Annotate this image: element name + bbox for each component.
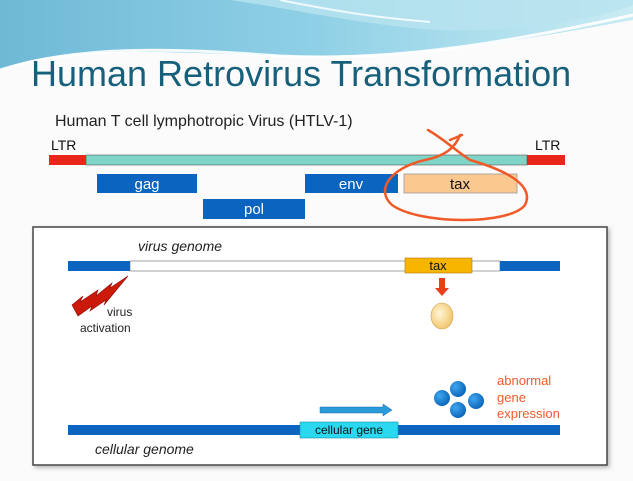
transcription-arrow-icon [319,403,393,417]
abnormal-line2: gene [497,390,526,405]
tax-protein [430,302,454,330]
gene-tax-label: tax [450,176,471,193]
viral-tax-label: tax [429,258,447,273]
ltr-right-label: LTR [535,137,560,153]
gene-env [305,174,398,193]
subtitle: Human T cell lymphotropic Virus (HTLV-1) [55,113,353,130]
cellular-gene-label: cellular gene [315,423,383,437]
virus-genome-label: virus genome [138,238,222,254]
provirus-body [85,154,528,166]
down-arrow-icon [435,278,449,296]
cellular-genome-label: cellular genome [95,441,194,457]
abnormal-line3: expression [497,406,560,421]
virus-activation-line2: activation [80,321,131,335]
gene-gag-label: gag [134,176,159,193]
ltr-left-label: LTR [51,137,76,153]
viral-tax-gene [404,257,473,274]
gene-pol [203,199,305,219]
gene-env-label: env [339,176,364,193]
slide-title: Human Retrovirus Transformation [31,53,571,94]
abnormal-line1: abnormal [497,373,551,388]
virus-activation-line1: virus [107,305,132,319]
header-swoosh [0,0,633,72]
virus-genome-line: tax [68,257,560,274]
cellular-genome-line: cellular gene [68,421,560,439]
protein-cluster [434,381,484,418]
cellular-gene [299,421,399,439]
lightning-bolt-icon [71,275,129,317]
ltr-left [49,155,86,165]
tax-circle-annotation [383,128,529,222]
gene-pol-label: pol [244,201,264,218]
provirus-map: LTR LTR gag pol env tax [49,137,565,219]
ltr-right [527,155,565,165]
gene-tax [403,173,518,194]
gene-gag [97,174,197,193]
